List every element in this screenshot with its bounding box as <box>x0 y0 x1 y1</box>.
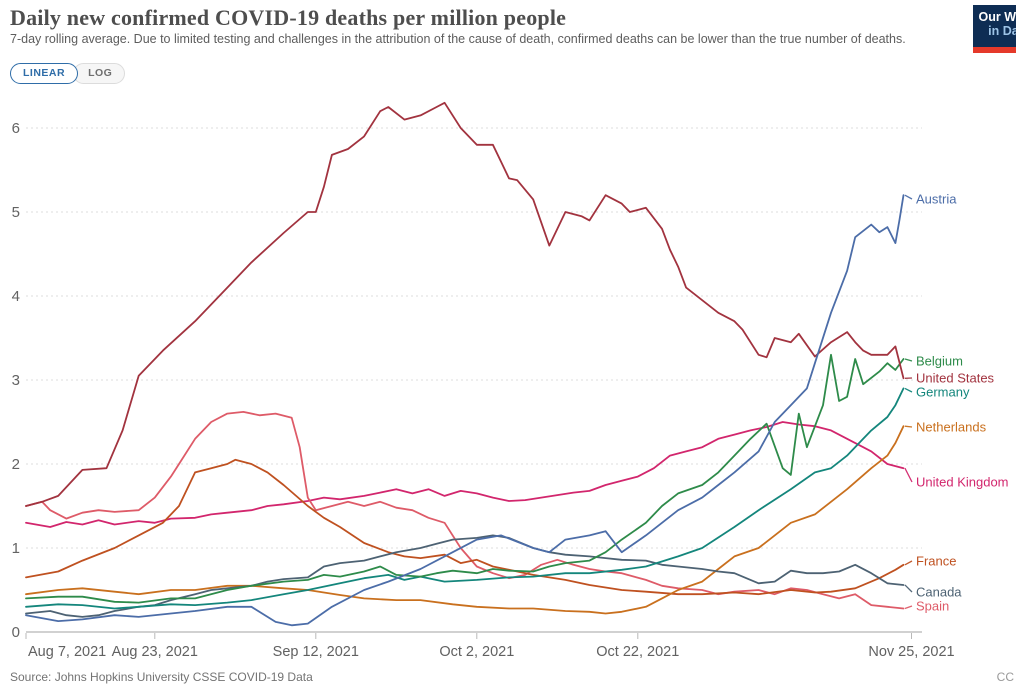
series-label-connector <box>905 195 912 199</box>
page-title: Daily new confirmed COVID-19 deaths per … <box>10 5 566 31</box>
series-label-united-kingdom[interactable]: United Kingdom <box>916 475 1009 490</box>
log-button[interactable]: LOG <box>73 63 125 84</box>
page-subtitle: 7-day rolling average. Due to limited te… <box>10 32 906 46</box>
license-link[interactable]: CC <box>997 670 1014 684</box>
y-axis-tick-label: 5 <box>12 204 20 221</box>
x-axis-tick-label: Aug 7, 2021 <box>28 644 106 660</box>
series-line-germany[interactable] <box>26 388 904 608</box>
series-line-austria[interactable] <box>26 195 904 625</box>
series-label-united-states[interactable]: United States <box>916 371 995 386</box>
x-axis-tick-label: Nov 25, 2021 <box>868 644 954 660</box>
series-label-connector <box>905 585 912 592</box>
series-line-united-states[interactable] <box>26 103 904 506</box>
series-label-connector <box>905 359 912 361</box>
series-label-connector <box>905 606 912 608</box>
source-note: Source: Johns Hopkins University CSSE CO… <box>10 670 313 684</box>
series-label-germany[interactable]: Germany <box>916 385 970 400</box>
y-axis-tick-label: 1 <box>12 540 20 557</box>
x-axis-tick-label: Oct 22, 2021 <box>596 644 679 660</box>
owid-logo-line1: Our World <box>973 10 1016 24</box>
x-axis-tick-label: Aug 23, 2021 <box>112 644 198 660</box>
series-label-france[interactable]: France <box>916 554 956 569</box>
series-label-spain[interactable]: Spain <box>916 599 949 614</box>
y-axis-tick-label: 4 <box>12 288 20 305</box>
series-label-connector <box>905 561 912 565</box>
linear-button[interactable]: LINEAR <box>10 63 78 84</box>
series-label-netherlands[interactable]: Netherlands <box>916 420 987 435</box>
y-axis-tick-label: 3 <box>12 372 20 389</box>
source-label: Source: Johns Hopkins University CSSE CO… <box>10 670 313 684</box>
x-axis-tick-label: Sep 12, 2021 <box>273 644 359 660</box>
series-label-belgium[interactable]: Belgium <box>916 354 963 369</box>
owid-logo-line2: in Data <box>973 24 1016 38</box>
series-label-austria[interactable]: Austria <box>916 192 957 207</box>
y-axis-tick-label: 2 <box>12 456 20 473</box>
y-axis-tick-label: 6 <box>12 120 20 137</box>
series-label-connector <box>905 468 912 482</box>
series-label-canada[interactable]: Canada <box>916 585 962 600</box>
series-line-belgium[interactable] <box>26 355 904 603</box>
x-axis-tick-label: Oct 2, 2021 <box>439 644 514 660</box>
series-line-netherlands[interactable] <box>26 426 904 613</box>
series-line-spain[interactable] <box>26 412 904 609</box>
series-label-connector <box>905 426 912 427</box>
owid-logo-stripe <box>973 47 1016 53</box>
series-label-connector <box>905 388 912 392</box>
scale-toggle: LINEAR LOG <box>10 63 125 84</box>
y-axis-tick-label: 0 <box>12 624 20 641</box>
owid-logo[interactable]: Our World in Data <box>973 5 1016 47</box>
series-line-france[interactable] <box>26 460 904 594</box>
